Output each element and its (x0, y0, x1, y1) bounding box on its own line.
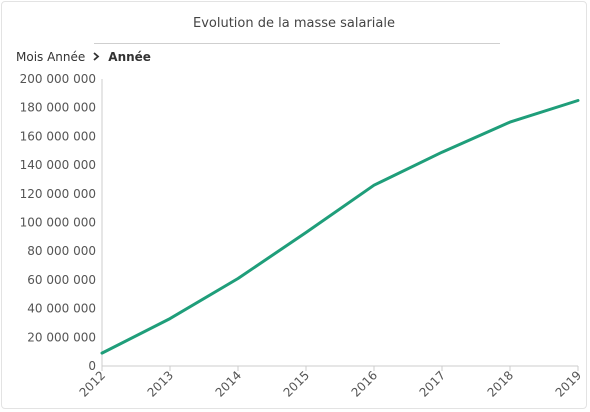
y-tick-label: 60 000 000 (27, 273, 96, 287)
x-tick-label: 2013 (145, 368, 176, 399)
x-tick-label: 2017 (417, 368, 448, 399)
x-tick-label: 2012 (77, 368, 108, 399)
y-tick-label: 180 000 000 (20, 101, 96, 115)
y-tick-label: 140 000 000 (20, 158, 96, 172)
y-tick-label: 0 (88, 359, 96, 373)
breadcrumb-item-mois-annee[interactable]: Mois Année (16, 50, 86, 64)
series-line (100, 99, 580, 355)
chart-title: Evolution de la masse salariale (193, 16, 395, 31)
y-tick-label: 200 000 000 (20, 72, 96, 86)
y-tick-label: 80 000 000 (27, 244, 96, 258)
x-tick-label: 2016 (349, 368, 380, 399)
y-tick-label: 40 000 000 (27, 302, 96, 316)
x-tick-label: 2015 (281, 368, 312, 399)
y-tick-label: 160 000 000 (20, 129, 96, 143)
x-tick-label: 2019 (553, 368, 584, 399)
y-tick-label: 20 000 000 (27, 330, 96, 344)
breadcrumb: Mois Année Année (16, 50, 151, 64)
chevron-right-icon (93, 51, 100, 64)
y-tick-label: 100 000 000 (20, 216, 96, 230)
breadcrumb-item-annee: Année (108, 50, 151, 64)
x-tick-label: 2014 (213, 368, 244, 399)
x-tick-label: 2018 (485, 368, 516, 399)
y-tick-label: 120 000 000 (20, 187, 96, 201)
title-divider (94, 43, 500, 44)
